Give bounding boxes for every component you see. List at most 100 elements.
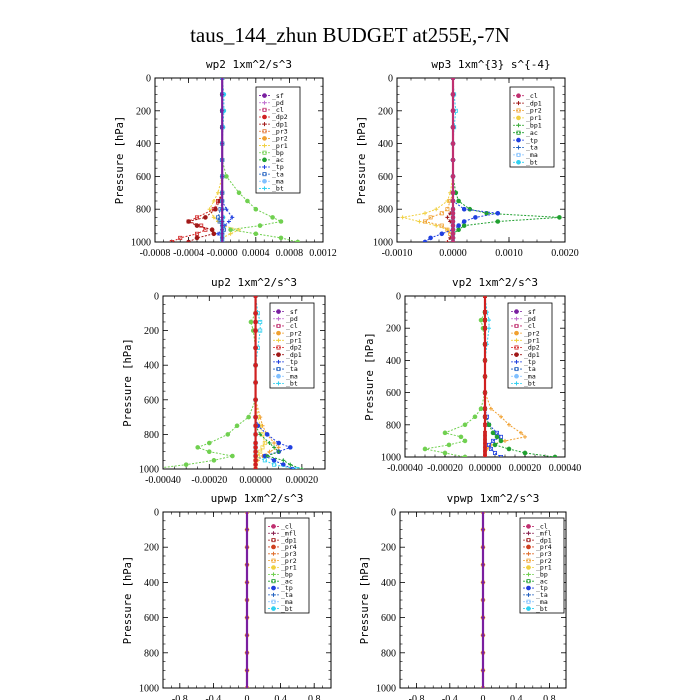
legend-entry: _bt (526, 159, 538, 167)
legend-entry: _pr2 (286, 329, 302, 337)
legend-marker (276, 323, 281, 328)
x-tick-label: -0.8 (409, 694, 425, 700)
legend-marker (526, 585, 531, 591)
y-tick-label: 800 (144, 430, 159, 441)
y-tick-label: 200 (386, 324, 401, 335)
data-point (228, 231, 233, 236)
x-tick-label: 0.0010 (495, 248, 523, 259)
data-point (253, 231, 259, 237)
data-point (450, 239, 456, 242)
legend-marker (526, 558, 531, 563)
legend-entry: _dp2 (272, 113, 288, 121)
legend-marker (514, 338, 519, 343)
legend-entry: _ma (536, 598, 548, 606)
data-point (400, 215, 405, 220)
data-point (258, 449, 263, 454)
data-point (450, 78, 456, 81)
data-point (207, 207, 212, 212)
data-point (220, 240, 225, 242)
x-tick-label: 0.00040 (549, 463, 582, 474)
legend-marker (262, 122, 267, 127)
y-tick-label: 0 (396, 292, 401, 303)
legend-marker (271, 531, 276, 536)
data-point (462, 438, 468, 444)
x-tick-label: -0.00020 (191, 475, 227, 486)
data-point (473, 215, 478, 220)
data-point (203, 215, 208, 220)
data-point (445, 240, 450, 242)
legend-marker (262, 136, 267, 141)
data-point (220, 190, 225, 195)
legend-marker (276, 381, 281, 386)
data-point (237, 227, 241, 232)
data-point (253, 319, 258, 325)
x-tick-label: 0.8 (308, 694, 321, 700)
data-point (450, 211, 456, 216)
legend-marker (271, 524, 276, 529)
data-point (461, 223, 467, 228)
y-axis-label: Pressure [hPa] (359, 556, 371, 645)
legend-entry: _pd (272, 99, 284, 107)
y-axis-label: Pressure [hPa] (356, 116, 368, 205)
y-tick-label: 200 (144, 543, 159, 554)
legend-marker (516, 93, 521, 98)
x-tick-label: -0.0008 (140, 248, 171, 259)
y-tick-label: 600 (386, 388, 401, 399)
data-point (481, 527, 485, 532)
panel-title: upwp 1xm^2/s^3 (211, 492, 304, 505)
data-point (253, 445, 258, 450)
data-point (450, 157, 456, 163)
x-tick-label: 0.00000 (239, 475, 272, 486)
x-tick-label: 0.00020 (509, 463, 542, 474)
data-point (245, 512, 249, 514)
data-point (253, 310, 258, 316)
data-point (253, 458, 258, 463)
x-tick-label: 0.0008 (276, 248, 304, 259)
data-point (439, 211, 444, 216)
data-point (276, 445, 281, 450)
data-point (522, 450, 528, 456)
x-tick-label: -0.0000 (207, 248, 238, 259)
legend-marker (526, 572, 531, 577)
legend-entry: _ma (524, 372, 536, 380)
y-tick-label: 400 (144, 578, 159, 589)
legend-entry: _cl (536, 523, 548, 531)
legend-marker (526, 551, 531, 556)
data-point (258, 432, 263, 437)
x-tick-label: -0.4 (205, 694, 221, 700)
data-point (245, 198, 250, 204)
series-dp2 (422, 296, 488, 457)
data-point (450, 206, 456, 212)
series-sf (220, 78, 225, 242)
legend-marker (514, 345, 519, 350)
legend-entry: _cl (286, 322, 298, 330)
data-point (216, 231, 220, 236)
legend-marker (262, 107, 267, 112)
legend-entry: _ma (286, 372, 298, 380)
data-point (230, 453, 235, 459)
data-point (258, 415, 263, 420)
data-point (230, 215, 235, 220)
data-point (287, 445, 293, 450)
y-tick-label: 200 (378, 106, 393, 117)
data-point (194, 235, 200, 241)
data-point (253, 462, 258, 467)
legend-entry: _bt (286, 380, 298, 388)
y-tick-label: 0 (154, 508, 159, 519)
data-point (482, 450, 487, 455)
data-point (220, 125, 225, 130)
legend-entry: _pr1 (524, 337, 540, 345)
plot-area (163, 296, 304, 469)
data-point (462, 422, 468, 428)
legend-entry: _pr2 (524, 329, 540, 337)
data-point (482, 342, 487, 347)
data-point (482, 326, 487, 331)
data-point (272, 441, 277, 446)
legend-marker (276, 359, 281, 364)
legend-marker (514, 381, 519, 386)
legend-entry: _pr2 (526, 107, 542, 115)
data-point (276, 440, 282, 446)
legend-entry: _dp2 (286, 344, 302, 352)
legend-marker (276, 345, 281, 350)
